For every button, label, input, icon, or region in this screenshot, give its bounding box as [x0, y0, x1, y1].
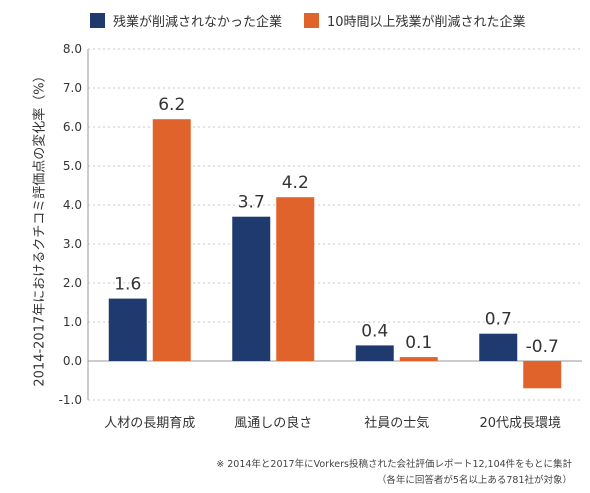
footnote-line-1: ※ 2014年と2017年にVorkers投稿された会社評価レポート12,104…	[216, 459, 572, 470]
y-tick-label: 5.0	[63, 159, 82, 173]
legend-item-series-2: 10時間以上残業が削減された企業	[304, 11, 526, 30]
y-tick-label: 7.0	[63, 81, 82, 95]
legend-swatch-series-1	[90, 13, 105, 28]
bar	[276, 197, 315, 361]
data-label: 0.4	[361, 321, 388, 341]
bar	[399, 357, 438, 361]
data-label: 3.7	[238, 193, 265, 213]
data-label: -0.7	[526, 337, 559, 357]
bar	[108, 298, 147, 361]
y-tick-label: 1.0	[63, 315, 82, 329]
y-tick-label: 0.0	[63, 354, 82, 368]
data-label: 0.7	[485, 310, 512, 330]
x-tick-label: 風通しの良さ	[234, 415, 312, 431]
x-tick-label: 社員の士気	[364, 415, 429, 431]
legend-label-series-2: 10時間以上残業が削減された企業	[327, 15, 526, 30]
legend: 残業が削減されなかった企業 10時間以上残業が削減された企業	[90, 11, 548, 30]
y-tick-label: 6.0	[63, 120, 82, 134]
y-tick-label: 3.0	[63, 237, 82, 251]
data-label: 0.1	[405, 333, 432, 353]
bar	[355, 345, 394, 361]
footnote-line-2: （各年に回答者が5名以上ある781社が対象）	[376, 475, 572, 486]
bar	[152, 119, 191, 361]
data-label: 6.2	[158, 95, 185, 115]
x-tick-label: 20代成長環境	[479, 416, 561, 431]
data-label: 4.2	[282, 173, 309, 193]
legend-label-series-1: 残業が削減されなかった企業	[113, 15, 283, 30]
y-tick-label: -1.0	[59, 393, 82, 407]
y-tick-label: 8.0	[63, 42, 82, 56]
legend-swatch-series-2	[304, 13, 320, 28]
y-tick-label: 4.0	[63, 198, 82, 212]
legend-item-series-1: 残業が削減されなかった企業	[90, 11, 282, 30]
x-tick-label: 人材の長期育成	[104, 415, 195, 431]
bar	[232, 216, 271, 361]
bar	[479, 333, 518, 361]
y-tick-label: 2.0	[63, 276, 82, 290]
bar	[523, 361, 562, 389]
data-label: 1.6	[114, 275, 141, 295]
